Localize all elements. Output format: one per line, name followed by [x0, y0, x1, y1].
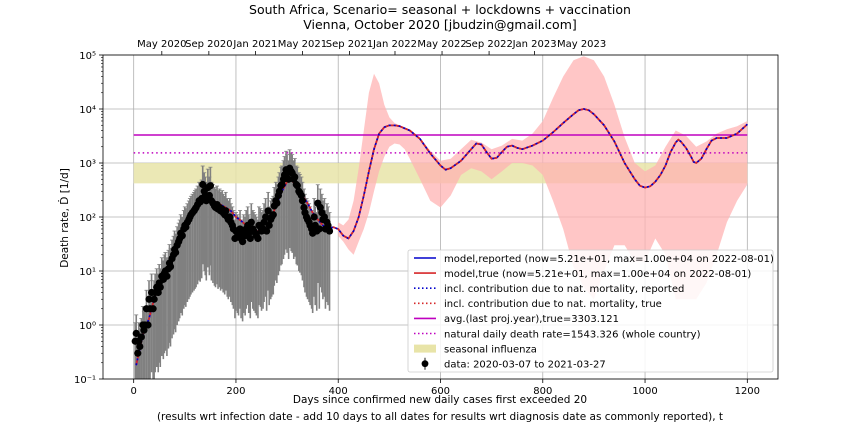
y-tick-label: 10⁻¹	[74, 375, 96, 386]
data-point	[263, 227, 271, 235]
top-tick-label: May 2022	[417, 39, 466, 50]
data-points	[131, 164, 334, 357]
top-tick-label: May 2021	[278, 39, 327, 50]
x-tick-label: 600	[431, 386, 450, 397]
y-tick-label: 10³	[79, 159, 96, 170]
data-point	[254, 234, 262, 243]
legend-label: natural daily death rate=1543.326 (whole…	[444, 329, 701, 340]
chart-title: South Africa, Scenario= seasonal + lockd…	[249, 2, 631, 17]
plot-content	[131, 56, 748, 379]
x-tick-label: 0	[130, 386, 136, 397]
y-tick-label: 10⁵	[79, 51, 96, 62]
x-tick-label: 800	[533, 386, 552, 397]
data-point	[293, 182, 301, 190]
y-axis-label: Death rate, Ḋ [1/d]	[58, 168, 71, 268]
data-point	[265, 221, 273, 229]
data-point	[202, 197, 210, 205]
data-point	[144, 321, 152, 329]
x-tick-label: 400	[329, 386, 348, 397]
legend-box	[407, 249, 774, 373]
data-point	[273, 199, 281, 207]
data-point	[150, 295, 158, 303]
y-tick-label: 10²	[79, 213, 96, 224]
data-point	[315, 225, 323, 233]
x-tick-label: 200	[226, 386, 245, 397]
data-point	[206, 182, 214, 190]
model-true-natmort-line	[135, 108, 748, 366]
y-axis-ticks: 10⁻¹ 10⁰ 10¹ 10² 10³ 10⁴ 10⁵	[74, 51, 103, 386]
x-tick-label: 1200	[735, 386, 760, 397]
data-point	[178, 232, 186, 240]
data-point	[325, 227, 334, 235]
top-tick-label: Jan 2023	[512, 39, 557, 50]
data-point	[132, 329, 140, 337]
top-tick-label: Jan 2022	[372, 39, 417, 50]
x-axis-label-line2: (results wrt infection date - add 10 day…	[157, 411, 723, 423]
data-point	[136, 342, 144, 351]
legend: model,reported (now=5.21e+01, max=1.00e+…	[407, 249, 774, 373]
data-point	[291, 173, 299, 181]
data-point	[324, 221, 332, 229]
data-point	[172, 248, 180, 257]
legend-swatch-patch	[414, 344, 436, 353]
top-tick-label: May 2023	[557, 39, 606, 50]
y-tick-label: 10¹	[79, 267, 96, 278]
data-point	[275, 187, 284, 195]
data-point	[310, 213, 318, 221]
data-point	[264, 207, 272, 215]
legend-label: seasonal influenza	[444, 344, 537, 355]
legend-label: model,reported (now=5.21e+01, max=1.00e+…	[444, 254, 774, 265]
top-tick-label: Sep 2021	[326, 39, 373, 50]
data-point	[269, 211, 277, 219]
uncertainty-band	[338, 56, 748, 300]
chart-subtitle: Vienna, October 2020 [jbudzin@gmail.com]	[303, 17, 577, 32]
legend-label: avg.(last proj.year),true=3303.121	[444, 314, 619, 325]
x-axis-ticks: 0 200 400 600 800 1000 1200	[130, 379, 760, 397]
data-point	[285, 175, 293, 183]
error-bars	[133, 149, 332, 379]
x-axis-label: Days since confirmed new daily cases fir…	[293, 394, 587, 406]
data-point	[137, 333, 145, 341]
legend-label: data: 2020-03-07 to 2021-03-27	[444, 360, 606, 371]
legend-swatch-marker	[421, 360, 429, 368]
data-point	[149, 305, 157, 313]
data-point	[163, 272, 171, 280]
horizontal-lines	[133, 134, 748, 154]
data-point	[145, 295, 153, 303]
data-point	[156, 283, 164, 291]
x-tick-label: 1000	[632, 386, 657, 397]
data-point	[247, 218, 255, 226]
legend-label: incl. contribution due to nat. mortality…	[444, 299, 662, 310]
y-tick-label: 10⁰	[79, 321, 96, 332]
data-point	[298, 197, 307, 205]
data-point	[134, 349, 142, 357]
top-tick-label: May 2020	[137, 39, 186, 50]
top-tick-label: Sep 2022	[465, 39, 512, 50]
data-point	[222, 207, 230, 215]
top-tick-label: Jan 2021	[232, 39, 277, 50]
data-point	[166, 263, 175, 271]
legend-label: model,true (now=5.21e+01, max=1.00e+04 o…	[444, 269, 751, 280]
y-tick-label: 10⁴	[79, 105, 96, 116]
legend-label: incl. contribution due to nat. mortality…	[444, 284, 684, 295]
data-point	[246, 234, 254, 243]
data-point	[239, 238, 247, 246]
top-tick-label: Sep 2020	[185, 39, 232, 50]
